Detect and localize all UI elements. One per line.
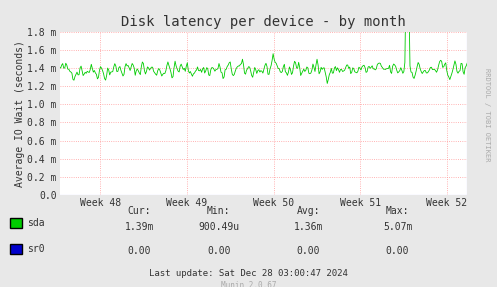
Text: 1.39m: 1.39m: [124, 222, 154, 232]
Text: Munin 2.0.67: Munin 2.0.67: [221, 281, 276, 287]
Text: 0.00: 0.00: [386, 246, 410, 256]
Text: Min:: Min:: [207, 206, 231, 216]
FancyBboxPatch shape: [10, 218, 22, 228]
Text: 0.00: 0.00: [296, 246, 320, 256]
FancyBboxPatch shape: [10, 244, 22, 254]
Text: 0.00: 0.00: [127, 246, 151, 256]
Text: sr0: sr0: [27, 244, 45, 254]
Text: 1.36m: 1.36m: [293, 222, 323, 232]
Text: Max:: Max:: [386, 206, 410, 216]
Text: Cur:: Cur:: [127, 206, 151, 216]
Text: 0.00: 0.00: [207, 246, 231, 256]
Text: Last update: Sat Dec 28 03:00:47 2024: Last update: Sat Dec 28 03:00:47 2024: [149, 269, 348, 278]
Title: Disk latency per device - by month: Disk latency per device - by month: [121, 15, 406, 29]
Text: 5.07m: 5.07m: [383, 222, 413, 232]
Text: sda: sda: [27, 218, 45, 228]
Text: Avg:: Avg:: [296, 206, 320, 216]
Text: RRDTOOL / TOBI OETIKER: RRDTOOL / TOBI OETIKER: [484, 68, 490, 162]
Y-axis label: Average IO Wait (seconds): Average IO Wait (seconds): [15, 40, 25, 187]
Text: 900.49u: 900.49u: [198, 222, 239, 232]
